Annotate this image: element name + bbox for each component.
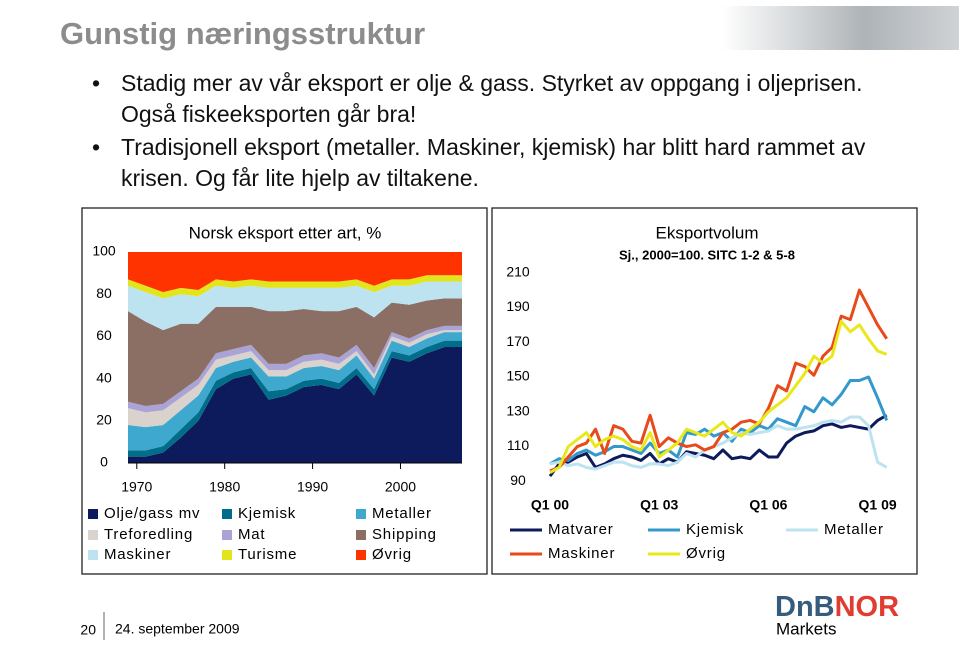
- legend-label: Olje/gass mv: [104, 505, 200, 522]
- line-series: [548, 413, 888, 477]
- logo: DnBNOR: [775, 591, 899, 623]
- legend-label: Kjemisk: [686, 521, 744, 538]
- legend-label: Treforedling: [104, 526, 193, 543]
- legend-swatch: [88, 509, 98, 519]
- y-tick-label: 170: [506, 333, 530, 349]
- logo-part: NOR: [835, 591, 900, 623]
- area-layer: [128, 281, 462, 331]
- y-tick-label: 130: [506, 402, 530, 418]
- area-layer: [128, 298, 462, 407]
- bullet: Tradisjonell eksport (metaller. Maskiner…: [92, 132, 912, 194]
- area-layer: [128, 252, 462, 293]
- legend-swatch: [222, 550, 232, 560]
- footer-date: 24. september 2009: [115, 621, 240, 637]
- legend-label: Matvarer: [548, 521, 614, 538]
- legend-swatch: [88, 550, 98, 560]
- x-tick-label: 2000: [385, 479, 416, 495]
- x-tick-label: Q1 09: [859, 497, 897, 513]
- y-tick-label: 80: [96, 285, 112, 301]
- legend-swatch: [222, 530, 232, 540]
- legend-swatch: [356, 550, 366, 560]
- y-tick-label: 60: [96, 327, 112, 343]
- legend-label: Metaller: [824, 521, 884, 538]
- y-tick-label: 190: [506, 298, 530, 314]
- legend-label: Øvrig: [686, 545, 726, 562]
- area-layer: [128, 275, 462, 299]
- y-tick-label: 210: [506, 263, 530, 279]
- page-number: 20: [80, 622, 96, 638]
- line-series: [549, 319, 888, 474]
- line-series: [549, 415, 888, 471]
- legend-label: Metaller: [372, 505, 432, 522]
- right-chart-frame: [491, 207, 918, 575]
- y-tick-label: 0: [100, 454, 108, 470]
- y-tick-label: 90: [510, 472, 526, 488]
- x-tick-label: Q1 06: [749, 497, 787, 513]
- y-tick-label: 20: [96, 412, 112, 428]
- bullet: Stadig mer av vår eksport er olje & gass…: [92, 68, 912, 130]
- area-layer: [128, 340, 462, 457]
- chart-title: Eksportvolum: [656, 223, 759, 242]
- bullet-list: Stadig mer av vår eksport er olje & gass…: [92, 68, 912, 196]
- legend-label: Kjemisk: [238, 505, 296, 522]
- area-layer: [128, 330, 462, 428]
- legend-label: Turisme: [238, 546, 297, 563]
- legend-swatch: [356, 509, 366, 519]
- x-tick-label: 1980: [209, 479, 240, 495]
- y-tick-label: 40: [96, 369, 112, 385]
- y-tick-label: 150: [506, 368, 530, 384]
- x-tick-label: 1990: [297, 479, 328, 495]
- legend-swatch: [222, 509, 232, 519]
- area-layer: [128, 332, 462, 451]
- y-tick-label: 110: [507, 437, 530, 453]
- header-decoration: [722, 6, 959, 50]
- line-series: [549, 288, 888, 473]
- legend-label: Shipping: [372, 526, 437, 543]
- chart-subtitle: Sj., 2000=100. SITC 1-2 & 5-8: [619, 247, 795, 262]
- legend-swatch: [356, 530, 366, 540]
- area-layer: [128, 346, 462, 463]
- legend-label: Maskiner: [104, 546, 171, 563]
- legend-label: Maskiner: [548, 545, 615, 562]
- x-tick-label: Q1 00: [531, 497, 569, 513]
- logo-part: DnB: [775, 591, 835, 623]
- legend-swatch: [88, 530, 98, 540]
- y-tick-label: 100: [92, 243, 116, 259]
- logo-sub: Markets: [776, 619, 836, 638]
- legend-label: Øvrig: [372, 546, 412, 563]
- slide-title: Gunstig næringsstruktur: [60, 16, 426, 51]
- x-tick-label: 1970: [121, 479, 152, 495]
- x-tick-label: Q1 03: [640, 497, 678, 513]
- chart-title: Norsk eksport etter art, %: [189, 223, 382, 242]
- legend-label: Mat: [238, 526, 265, 543]
